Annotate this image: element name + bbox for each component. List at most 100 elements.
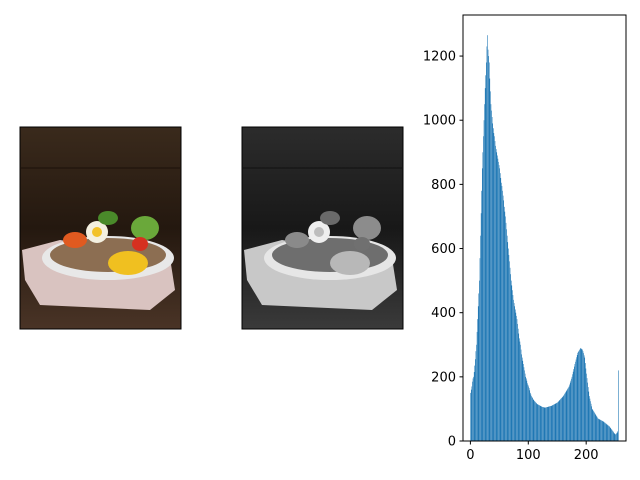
bar	[511, 285, 513, 441]
bar	[523, 364, 524, 441]
bar	[473, 372, 475, 441]
bar	[563, 395, 565, 441]
bar	[607, 425, 609, 441]
bar	[541, 406, 542, 441]
bar	[531, 397, 533, 441]
y-tick-label: 200	[431, 370, 456, 385]
bar	[559, 399, 561, 441]
bar	[593, 410, 594, 441]
bar	[483, 136, 484, 441]
bar	[580, 347, 581, 441]
bar	[577, 352, 579, 441]
bar	[557, 401, 559, 441]
bar	[569, 382, 571, 441]
bar	[522, 360, 524, 441]
bar	[536, 403, 537, 441]
bar	[569, 384, 570, 441]
bar	[550, 406, 552, 441]
bar	[578, 350, 580, 441]
bar	[539, 405, 541, 441]
bar	[546, 407, 547, 441]
bar	[598, 419, 600, 441]
bar	[553, 404, 554, 441]
bar	[600, 420, 602, 441]
bar	[612, 431, 614, 441]
bar	[494, 141, 496, 442]
bar	[506, 229, 507, 441]
bar	[543, 407, 545, 441]
bar	[521, 357, 523, 441]
bar	[545, 407, 546, 441]
y-tick-label: 400	[431, 306, 456, 321]
bar	[538, 404, 539, 441]
bar	[594, 413, 596, 441]
bar	[486, 46, 488, 442]
bar	[601, 420, 602, 441]
bar	[590, 403, 592, 441]
bar	[477, 319, 478, 441]
bar	[502, 190, 503, 441]
bar	[588, 391, 590, 441]
bar	[579, 349, 580, 441]
bar	[477, 306, 479, 441]
bar	[583, 353, 584, 441]
bar	[556, 403, 557, 441]
bar	[510, 274, 511, 441]
bar	[548, 406, 550, 441]
bar	[490, 91, 491, 442]
bar	[519, 341, 521, 441]
bar	[544, 407, 546, 441]
bar	[498, 161, 499, 441]
bar	[512, 290, 513, 441]
bar	[481, 168, 483, 441]
bar	[593, 411, 595, 441]
bar	[483, 120, 485, 442]
bar	[471, 386, 473, 441]
bar	[506, 235, 508, 441]
bar	[518, 333, 520, 441]
bar	[606, 424, 608, 441]
bar	[524, 370, 525, 441]
bar	[591, 408, 593, 441]
y-tick-label: 800	[431, 178, 456, 193]
bar	[513, 303, 515, 441]
bar	[610, 428, 612, 441]
bar	[581, 349, 583, 441]
bar	[524, 373, 526, 441]
bar	[528, 386, 529, 441]
bar	[582, 349, 583, 441]
bar	[575, 361, 576, 441]
bar	[609, 426, 610, 441]
bar	[571, 376, 573, 441]
bar	[503, 206, 505, 441]
bar	[514, 306, 515, 441]
bar	[556, 402, 558, 441]
bar	[470, 389, 472, 441]
bar	[520, 349, 522, 441]
bar	[585, 368, 587, 441]
axes-frame	[462, 14, 627, 442]
bar	[590, 401, 591, 441]
bar	[567, 389, 568, 441]
bar	[545, 407, 547, 441]
bar	[539, 405, 540, 441]
bar	[525, 378, 527, 441]
y-tick-label: 0	[448, 435, 456, 450]
bar	[497, 155, 498, 442]
bar	[542, 406, 544, 441]
bar	[475, 359, 476, 441]
bar	[516, 319, 518, 441]
bar	[536, 404, 538, 441]
bar	[605, 423, 606, 441]
bar	[495, 145, 496, 441]
bar	[614, 433, 616, 441]
bar	[550, 406, 551, 441]
bar	[535, 402, 537, 441]
bar	[470, 392, 471, 441]
bar	[613, 432, 615, 441]
bar	[560, 399, 561, 441]
bar	[503, 200, 504, 441]
bar	[568, 386, 570, 441]
bar	[611, 429, 612, 441]
bar	[576, 355, 578, 441]
